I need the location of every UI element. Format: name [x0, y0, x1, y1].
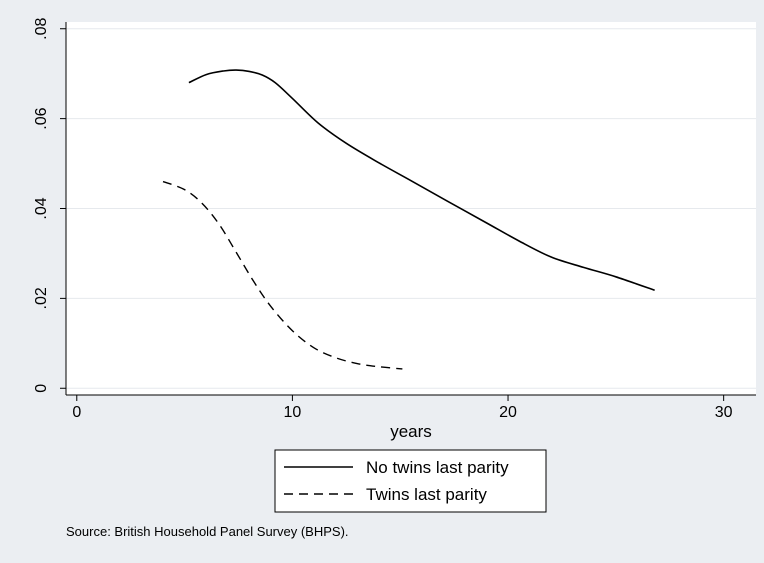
- y-tick-label: .04: [33, 197, 50, 219]
- x-tick-label: 30: [715, 404, 733, 421]
- x-axis-label: years: [390, 422, 432, 441]
- x-tick-label: 10: [284, 404, 302, 421]
- y-tick-label: 0: [33, 384, 50, 393]
- y-tick-label: .08: [33, 18, 50, 40]
- legend-label-twins: Twins last parity: [366, 485, 487, 504]
- y-tick-label: .02: [33, 287, 50, 309]
- series-group: [162, 69, 655, 370]
- y-ticks: 0 .02 .04 .06 .08: [33, 18, 66, 393]
- x-ticks: 0 10 20 30: [72, 395, 733, 421]
- source-note: Source: British Household Panel Survey (…: [66, 524, 349, 539]
- legend-box: [274, 449, 547, 513]
- x-tick-label: 0: [72, 404, 81, 421]
- series-line-twins: [162, 180, 403, 370]
- grid: [66, 28, 756, 389]
- y-tick-label: .06: [33, 107, 50, 129]
- series-line-no-twins: [188, 69, 655, 292]
- legend-label-no-twins: No twins last parity: [366, 458, 509, 477]
- legend: No twins last parity Twins last parity: [274, 449, 547, 513]
- x-tick-label: 20: [499, 404, 517, 421]
